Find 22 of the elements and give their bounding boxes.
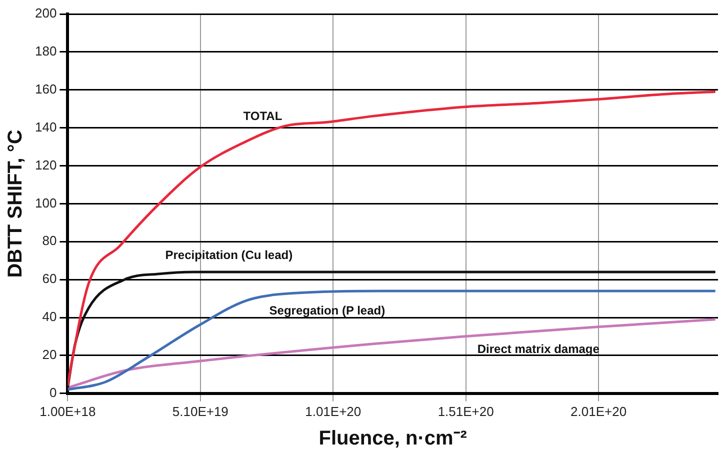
y-tick-label: 200 (34, 6, 57, 21)
y-tick-label: 20 (42, 347, 57, 362)
x-tick-label: 1.00E+18 (40, 404, 96, 419)
series-label: Direct matrix damage (477, 342, 600, 356)
y-tick-label: 120 (34, 157, 57, 172)
x-axis-title: Fluence, n·cm⁻² (318, 428, 468, 450)
y-tick-label: 100 (34, 195, 57, 210)
x-tick-label: 1.01E+20 (305, 404, 362, 419)
series-label: TOTAL (243, 109, 282, 124)
series-label: Segregation (P lead) (269, 303, 386, 318)
y-tick-label: 80 (42, 233, 57, 248)
y-axis-title: DBTT SHIFT, °C (4, 130, 27, 278)
y-tick-label: 60 (42, 271, 57, 286)
x-tick-label: 2.01E+20 (570, 404, 627, 419)
series-label: Precipitation (Cu lead) (165, 248, 293, 262)
y-tick-label: 160 (34, 81, 57, 96)
y-tick-label: 0 (49, 384, 57, 400)
y-tick-label: 180 (34, 44, 57, 59)
x-tick-label: 1.51E+20 (438, 404, 494, 419)
y-tick-label: 40 (42, 309, 57, 324)
x-tick-label: 5.10E+19 (172, 404, 228, 419)
y-tick-label: 140 (34, 119, 57, 134)
